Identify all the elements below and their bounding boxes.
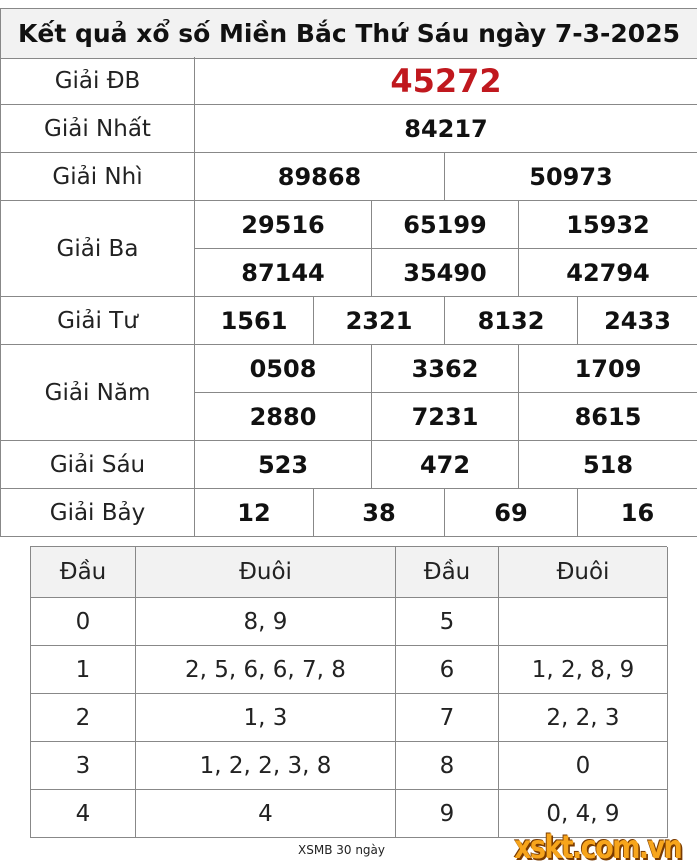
- prize-number: 50973: [445, 153, 697, 201]
- prize-number: 518: [519, 441, 697, 489]
- prize-number: 8132: [445, 297, 578, 345]
- column-header: Đầu: [396, 547, 499, 598]
- loto-cell: 0: [31, 598, 136, 646]
- loto-cell: 1, 2, 2, 3, 8: [136, 742, 396, 790]
- prize-number: 84217: [195, 105, 697, 153]
- prize-number: 7231: [372, 393, 519, 441]
- prize-number: 2433: [578, 297, 697, 345]
- prize-number: 8615: [519, 393, 697, 441]
- prize-number: 523: [195, 441, 372, 489]
- prize-number: 42794: [519, 249, 697, 297]
- loto-cell: 2: [31, 694, 136, 742]
- prize-number: 472: [372, 441, 519, 489]
- prize-number: 12: [195, 489, 314, 537]
- special-prize-number: 45272: [195, 57, 697, 105]
- column-header: Đuôi: [136, 547, 396, 598]
- prize-number: 3362: [372, 345, 519, 393]
- loto-cell: 8, 9: [136, 598, 396, 646]
- loto-cell: 5: [396, 598, 499, 646]
- loto-cell: 0, 4, 9: [499, 790, 668, 838]
- loto-cell: 9: [396, 790, 499, 838]
- loto-cell: 3: [31, 742, 136, 790]
- prize-label-bay: Giải Bảy: [1, 489, 195, 537]
- watermark-logo: xskt.com.vn: [514, 828, 683, 866]
- loto-cell: 4: [136, 790, 396, 838]
- prize-label-nhi: Giải Nhì: [1, 153, 195, 201]
- prize-number: 69: [445, 489, 578, 537]
- prize-number: 35490: [372, 249, 519, 297]
- loto-cell: 8: [396, 742, 499, 790]
- prize-number: 38: [314, 489, 445, 537]
- loto-cell: [499, 598, 668, 646]
- loto-cell: 1: [31, 646, 136, 694]
- prize-label-nam: Giải Năm: [1, 345, 195, 441]
- prize-number: 87144: [195, 249, 372, 297]
- prize-label-sau: Giải Sáu: [1, 441, 195, 489]
- prize-number: 65199: [372, 201, 519, 249]
- prize-number: 1709: [519, 345, 697, 393]
- prize-label-ba: Giải Ba: [1, 201, 195, 297]
- prize-number: 2880: [195, 393, 372, 441]
- xsmb-30-days-link[interactable]: XSMB 30 ngày: [298, 843, 385, 857]
- loto-cell: 7: [396, 694, 499, 742]
- loto-cell: 6: [396, 646, 499, 694]
- loto-cell: 4: [31, 790, 136, 838]
- prize-number: 16: [578, 489, 697, 537]
- prize-number: 15932: [519, 201, 697, 249]
- prize-number: 29516: [195, 201, 372, 249]
- results-title: Kết quả xổ số Miền Bắc Thứ Sáu ngày 7-3-…: [1, 9, 697, 59]
- loto-cell: 0: [499, 742, 668, 790]
- prize-label-db: Giải ĐB: [1, 57, 195, 105]
- loto-cell: 1, 2, 8, 9: [499, 646, 668, 694]
- results-table: Kết quả xổ số Miền Bắc Thứ Sáu ngày 7-3-…: [0, 8, 697, 537]
- prize-number: 89868: [195, 153, 445, 201]
- loto-cell: 2, 5, 6, 6, 7, 8: [136, 646, 396, 694]
- loto-cell: 2, 2, 3: [499, 694, 668, 742]
- loto-table: Đầu Đuôi Đầu Đuôi 0 8, 9 5 1 2, 5, 6, 6,…: [30, 546, 668, 838]
- prize-label-nhat: Giải Nhất: [1, 105, 195, 153]
- prize-label-tu: Giải Tư: [1, 297, 195, 345]
- prize-number: 0508: [195, 345, 372, 393]
- column-header: Đầu: [31, 547, 136, 598]
- prize-number: 1561: [195, 297, 314, 345]
- column-header: Đuôi: [499, 547, 668, 598]
- prize-number: 2321: [314, 297, 445, 345]
- loto-cell: 1, 3: [136, 694, 396, 742]
